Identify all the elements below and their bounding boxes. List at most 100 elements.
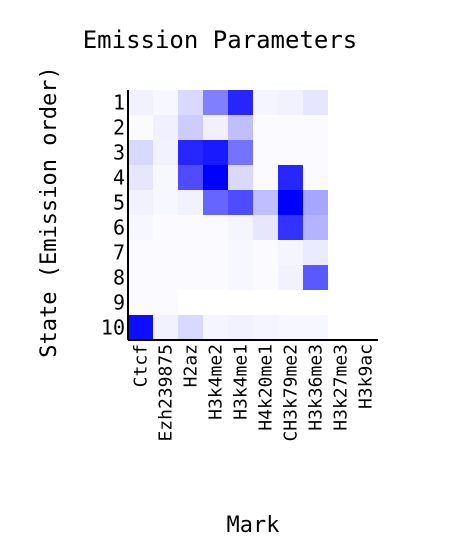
heatmap-cell [128, 215, 154, 241]
row-label: 6 [113, 216, 125, 240]
heatmap-cell [353, 215, 379, 241]
column-label: H3k36me3 [306, 344, 327, 431]
heatmap-cell [128, 265, 154, 291]
heatmap-cell [253, 290, 279, 316]
heatmap-cell [303, 140, 329, 166]
row-label: 3 [113, 141, 125, 165]
row-label: 7 [113, 241, 125, 265]
row-label: 4 [113, 166, 125, 190]
heatmap-cell [303, 90, 329, 116]
heatmap-cell [203, 315, 229, 341]
heatmap-cell [278, 240, 304, 266]
heatmap-cell [153, 90, 179, 116]
heatmap-cell [353, 265, 379, 291]
column-label: H3k4me1 [231, 344, 252, 420]
column-label: H3k27me3 [331, 344, 352, 431]
heatmap-cell [328, 215, 354, 241]
heatmap-cell [153, 240, 179, 266]
heatmap-cell [278, 265, 304, 291]
heatmap-cell [203, 115, 229, 141]
heatmap-cell [353, 290, 379, 316]
heatmap-cell [228, 240, 254, 266]
heatmap-cell [303, 115, 329, 141]
row-label: 9 [113, 291, 125, 315]
row-label: 2 [113, 116, 125, 140]
heatmap-cell [153, 315, 179, 341]
heatmap-cell [278, 115, 304, 141]
heatmap-cell [353, 315, 379, 341]
heatmap-cell [128, 190, 154, 216]
axes [127, 90, 378, 341]
heatmap-cell [353, 115, 379, 141]
heatmap-cell [128, 290, 154, 316]
column-label: CH3k79me2 [281, 344, 302, 442]
chart-title: Emission Parameters [83, 26, 358, 54]
heatmap-cell [178, 165, 204, 191]
column-label: H3k4me2 [206, 344, 227, 420]
heatmap-cell [128, 140, 154, 166]
column-label: H2az [181, 344, 202, 387]
heatmap-cell [278, 165, 304, 191]
heatmap-cell [303, 315, 329, 341]
heatmap-cell [203, 165, 229, 191]
heatmap-cell [153, 165, 179, 191]
heatmap-cell [178, 240, 204, 266]
heatmap-cell [303, 190, 329, 216]
heatmap-cell [228, 190, 254, 216]
heatmap-cell [253, 90, 279, 116]
heatmap-cell [253, 240, 279, 266]
column-label: H3k9ac [356, 344, 377, 409]
heatmap-cell [128, 315, 154, 341]
heatmap-cells [128, 90, 379, 341]
heatmap-cell [203, 190, 229, 216]
heatmap-cell [253, 165, 279, 191]
column-label: Ezh239875 [156, 344, 177, 442]
heatmap-cell [203, 265, 229, 291]
heatmap-cell [353, 240, 379, 266]
heatmap-cell [203, 290, 229, 316]
heatmap-cell [153, 290, 179, 316]
heatmap-cell [328, 115, 354, 141]
row-label: 5 [113, 191, 125, 215]
heatmap-cell [278, 190, 304, 216]
row-label: 8 [113, 266, 125, 290]
heatmap-cell [253, 265, 279, 291]
heatmap-cell [178, 215, 204, 241]
heatmap-cell [353, 140, 379, 166]
heatmap-cell [303, 290, 329, 316]
heatmap-cell [153, 140, 179, 166]
heatmap-cell [228, 140, 254, 166]
heatmap-cell [228, 115, 254, 141]
heatmap-cell [278, 290, 304, 316]
heatmap-cell [228, 215, 254, 241]
heatmap-cell [303, 265, 329, 291]
heatmap-cell [153, 215, 179, 241]
heatmap-cell [178, 290, 204, 316]
column-label: H4k20me1 [256, 344, 277, 431]
heatmap-cell [278, 215, 304, 241]
heatmap-cell [353, 165, 379, 191]
heatmap-cell [228, 290, 254, 316]
heatmap-cell [253, 315, 279, 341]
heatmap-cell [128, 165, 154, 191]
heatmap-cell [303, 165, 329, 191]
row-label: 10 [101, 316, 125, 340]
heatmap-cell [178, 190, 204, 216]
heatmap-cell [128, 240, 154, 266]
row-label: 1 [113, 91, 125, 115]
heatmap-cell [303, 240, 329, 266]
heatmap-cell [353, 190, 379, 216]
heatmap-cell [128, 115, 154, 141]
heatmap-cell [228, 315, 254, 341]
heatmap-cell [178, 140, 204, 166]
heatmap-cell [278, 90, 304, 116]
heatmap-cell [328, 140, 354, 166]
column-labels: Ctcf Ezh239875 H2az H3k4me2 H3k4me1 H4k20me1 C… [131, 344, 377, 442]
heatmap-cell [153, 115, 179, 141]
heatmap-cell [178, 315, 204, 341]
heatmap-cell [253, 115, 279, 141]
heatmap-cell [203, 90, 229, 116]
heatmap-cell [328, 240, 354, 266]
